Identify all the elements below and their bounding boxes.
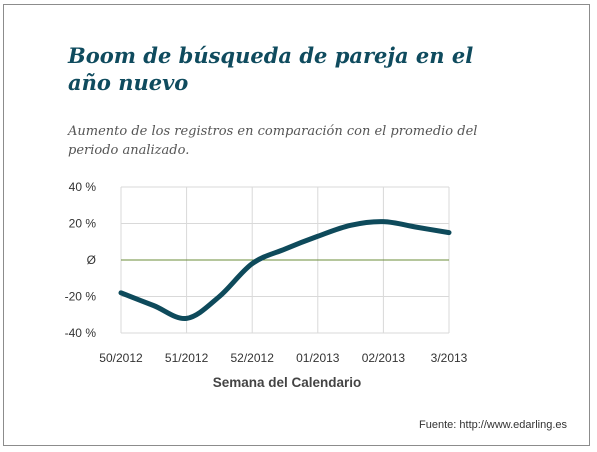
data-point <box>381 219 386 224</box>
data-point <box>250 261 255 266</box>
x-axis-label: Semana del Calendario <box>213 375 362 390</box>
x-tick-label: 02/2013 <box>362 351 406 365</box>
chart-title: Boom de búsqueda de pareja en el año nue… <box>68 43 474 95</box>
source-credit: Fuente: http://www.edarling.es <box>419 419 567 431</box>
chart-frame <box>3 4 590 446</box>
y-tick-label: Ø <box>87 253 96 267</box>
chart-subtitle: Aumento de los registros en comparación … <box>68 124 478 158</box>
data-point <box>184 316 189 321</box>
x-tick-label: 51/2012 <box>165 351 209 365</box>
y-tick-label: -20 % <box>65 290 97 304</box>
x-tick-label: 3/2013 <box>431 351 468 365</box>
series-line <box>118 219 452 321</box>
data-point <box>151 303 156 308</box>
x-tick-label: 50/2012 <box>99 351 143 365</box>
data-point <box>447 230 452 235</box>
x-axis-ticks: 50/2012 51/2012 52/2012 01/2013 02/2013 3/201… <box>99 351 467 365</box>
data-point <box>217 294 222 299</box>
y-tick-label: 40 % <box>69 180 97 194</box>
x-tick-label: 52/2012 <box>231 351 275 365</box>
data-point <box>348 223 353 228</box>
y-tick-label: 20 % <box>69 217 97 231</box>
data-point <box>283 247 288 252</box>
data-point <box>315 234 320 239</box>
data-point <box>119 290 124 295</box>
grid-lines <box>120 186 450 334</box>
data-point <box>414 225 419 230</box>
series-group <box>118 219 452 321</box>
y-axis-ticks: 40 % 20 % Ø -20 % -40 % <box>65 180 97 340</box>
x-tick-label: 01/2013 <box>296 351 340 365</box>
y-tick-label: -40 % <box>65 326 97 340</box>
